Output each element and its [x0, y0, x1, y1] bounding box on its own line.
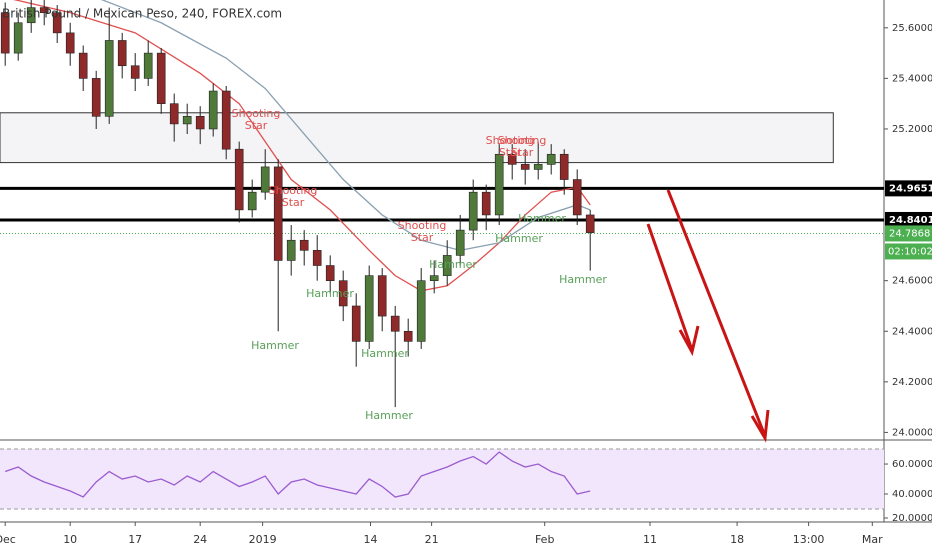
pattern-label: Hammer [251, 339, 299, 352]
level-label: 24.8401 [889, 215, 932, 226]
candle-body [351, 305, 361, 342]
candle-body [299, 239, 309, 251]
last-price-label: 24.7868 [889, 228, 930, 239]
candle-body [208, 90, 218, 130]
moving-average [13, 0, 591, 292]
y-tick-label: 25.4000 [892, 73, 932, 84]
pattern-label: Shooting Star [497, 134, 547, 159]
candle-body [377, 275, 387, 317]
x-tick-label: Mar [862, 533, 883, 546]
x-tick-label: 14 [364, 533, 378, 546]
y-tick-label: 24.2000 [892, 377, 932, 388]
rsi-band [0, 449, 884, 509]
level-label-box [885, 211, 932, 228]
y-tick-label: 24.0000 [892, 427, 932, 438]
candle-body [143, 52, 153, 79]
pattern-label: Hammer [306, 287, 354, 300]
candle-body [312, 250, 322, 266]
candle-body [234, 148, 244, 211]
rsi-tick-label: 40.0000 [892, 489, 932, 500]
candle-body [260, 166, 270, 193]
y-tick-label: 24.4000 [892, 326, 932, 337]
candle-body [585, 214, 595, 233]
rsi-tick-label: 60.0000 [892, 459, 932, 470]
candle-body [546, 153, 556, 165]
candle-body [104, 40, 114, 117]
candle-body [273, 166, 283, 261]
candle-body [494, 153, 504, 216]
pattern-label: Shooting Star [397, 219, 447, 244]
countdown-box [885, 243, 932, 260]
pattern-label: Shooting Star [231, 107, 281, 132]
pattern-label: Hammer [365, 409, 413, 422]
candle-body [416, 280, 426, 342]
candle-body [117, 40, 127, 67]
candle-body [507, 153, 517, 165]
candle-body [533, 164, 543, 170]
pattern-label: Hammer [518, 212, 566, 225]
candle-body [65, 32, 75, 54]
candle-body [468, 191, 478, 231]
y-tick-label: 25.6000 [892, 23, 932, 34]
pattern-label: Shooting Star [268, 184, 318, 209]
x-tick-label: 18 [730, 533, 744, 546]
candle-body [390, 315, 400, 332]
zone [0, 112, 834, 164]
candle-body [91, 78, 101, 117]
countdown: 02:10:02 [888, 246, 932, 257]
candle-body [520, 164, 530, 170]
arrow [646, 189, 770, 443]
candle-body [169, 103, 179, 125]
x-tick-label: Dec [0, 533, 16, 546]
x-tick-label: 24 [193, 533, 207, 546]
candle-body [455, 229, 465, 256]
rsi-tick-label: 20.0000 [892, 513, 932, 524]
pattern-label: Hammer [361, 347, 409, 360]
candle-body [403, 330, 413, 342]
candle-body [39, 7, 49, 13]
candle-body [572, 179, 582, 216]
candle-body [364, 275, 374, 342]
candle-body [130, 65, 140, 79]
pattern-label: Hammer [429, 258, 477, 271]
candle-body [247, 191, 257, 211]
rsi-line [4, 451, 591, 498]
y-tick-label: 24.6000 [892, 276, 932, 287]
x-tick-label: 2019 [249, 533, 277, 546]
x-tick-label: 17 [128, 533, 142, 546]
x-tick-label: Feb [535, 533, 554, 546]
x-tick-label: 10 [63, 533, 77, 546]
x-tick-label: 11 [643, 533, 657, 546]
moving-average [100, 0, 591, 252]
candle-body [195, 116, 205, 130]
candle-body [26, 7, 36, 24]
candle-body [559, 153, 569, 180]
level-label-box [885, 180, 932, 197]
pattern-label: Hammer [495, 232, 543, 245]
chart-title: British Pound / Mexican Peso, 240, FOREX… [2, 7, 282, 21]
candle-body [481, 191, 491, 216]
candle-body [221, 90, 231, 150]
y-tick-label: 25.2000 [892, 124, 932, 135]
candle-body [338, 280, 348, 307]
level-label: 24.9651 [889, 183, 932, 194]
candle-body [286, 239, 296, 261]
x-tick-label: 21 [425, 533, 439, 546]
candle-body [156, 52, 166, 104]
pattern-label: Shooting Star [485, 134, 535, 159]
pattern-label: Hammer [559, 273, 607, 286]
x-tick-label: 13:00 [793, 533, 825, 546]
last-price-box [885, 225, 932, 242]
candle-body [52, 12, 62, 34]
candle-body [325, 265, 335, 281]
candle-body [13, 22, 23, 54]
candle-body [78, 52, 88, 79]
candle-body [429, 275, 439, 281]
candle-body [182, 116, 192, 125]
candle-body [0, 12, 10, 54]
candle-body [442, 255, 452, 276]
